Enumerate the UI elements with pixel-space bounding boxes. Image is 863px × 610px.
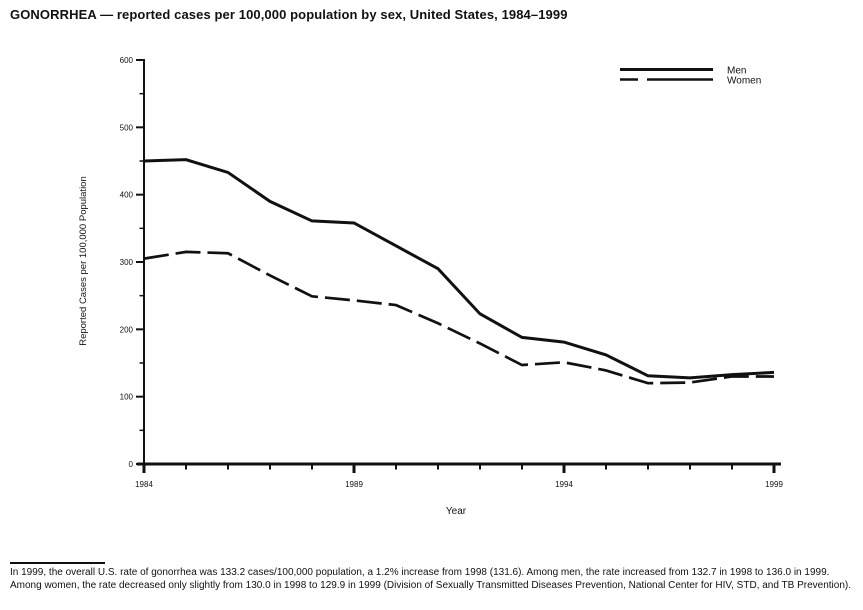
y-tick-label: 300 (120, 258, 134, 267)
chart-title: GONORRHEA — reported cases per 100,000 p… (10, 7, 568, 22)
plot-area: 0 100 200 300 400 500 600 1984 1989 1994 1999 (120, 56, 784, 489)
y-tick-label: 600 (120, 56, 134, 65)
figure-caption: In 1999, the overall U.S. rate of gonorr… (10, 567, 851, 591)
x-tick-label: 1999 (765, 480, 783, 489)
series-line-women (143, 250, 775, 385)
y-tick-label: 500 (120, 123, 134, 132)
footnote-separator (10, 562, 105, 564)
x-tick-label: 1994 (555, 480, 573, 489)
y-tick-label: 0 (129, 460, 134, 469)
y-tick-label: 400 (120, 191, 134, 200)
y-tick-label: 100 (120, 393, 134, 402)
line-chart: 0 100 200 300 400 500 600 1984 1989 1994 1999 Repo… (78, 56, 784, 517)
y-tick-label: 200 (120, 325, 134, 334)
x-tick-label: 1989 (345, 480, 363, 489)
x-axis-title: Year (446, 506, 467, 517)
legend-label-women: Women (727, 76, 761, 87)
legend-label-men: Men (727, 66, 746, 77)
series-line-men (143, 158, 775, 380)
x-tick-label: 1984 (135, 480, 153, 489)
legend: Men Women (620, 66, 761, 87)
y-axis-title: Reported Cases per 100,000 Population (78, 176, 89, 346)
